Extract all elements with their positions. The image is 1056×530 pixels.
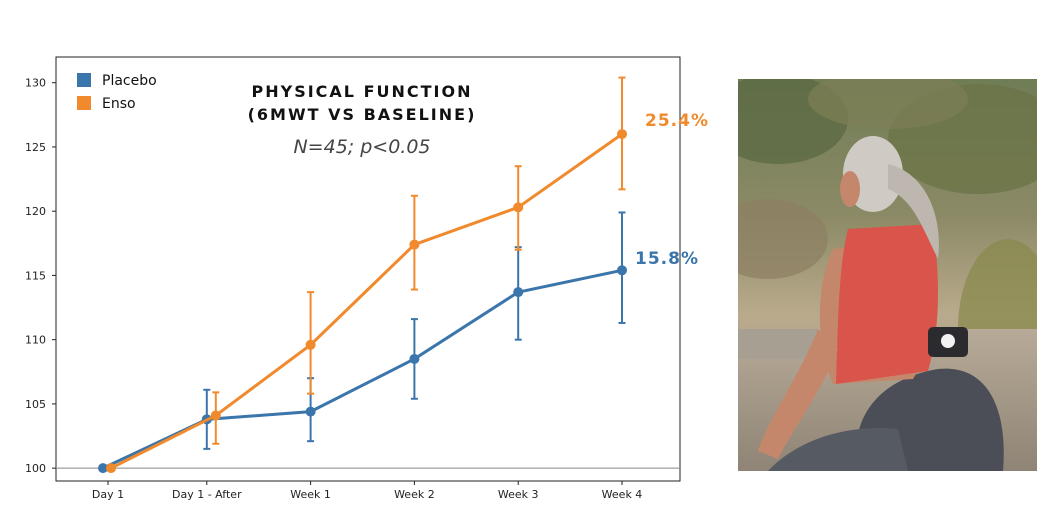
series-line <box>110 132 623 470</box>
y-tick-label: 105 <box>25 398 46 411</box>
data-point <box>513 287 524 298</box>
plot-frame <box>55 56 681 482</box>
series-enso <box>106 76 627 474</box>
legend-swatch-placebo <box>77 73 91 87</box>
legend-label-enso: Enso <box>102 96 136 112</box>
legend-swatch-enso <box>77 96 91 110</box>
photo-woman-sitting-outdoors <box>738 79 1037 471</box>
end-label-placebo: 15.8% <box>635 249 699 269</box>
data-point <box>513 202 524 213</box>
data-point <box>210 410 221 421</box>
y-axis: 100 105 110 115 120 125 130 <box>25 77 56 475</box>
data-point <box>409 353 420 364</box>
chart-title: PHYSICAL FUNCTION <box>252 82 473 101</box>
x-tick-label: Week 1 <box>290 488 331 501</box>
data-point <box>305 406 316 417</box>
data-point <box>409 239 420 250</box>
data-point <box>106 463 116 474</box>
x-tick-label: Week 4 <box>602 488 643 501</box>
x-tick-label: Week 3 <box>498 488 539 501</box>
y-tick-label: 125 <box>25 141 46 154</box>
legend-label-placebo: Placebo <box>102 73 157 89</box>
series-layer <box>98 76 627 474</box>
data-point <box>305 339 316 350</box>
y-tick-label: 110 <box>25 334 46 347</box>
end-label-enso: 25.4% <box>645 111 709 131</box>
data-point <box>617 129 627 140</box>
chart-subtitle: N=45; p<0.05 <box>293 136 430 158</box>
photo-illustration <box>738 79 1037 471</box>
chart-title-line2: (6MWT VS BASELINE) <box>248 105 477 124</box>
series-line <box>102 268 623 470</box>
y-tick-label: 130 <box>25 77 46 90</box>
y-tick-label: 100 <box>25 462 46 475</box>
data-point <box>98 463 108 474</box>
x-axis: Day 1 Day 1 - After Week 1 Week 2 Week 3 Week… <box>92 481 642 501</box>
legend: Placebo Enso <box>77 73 157 112</box>
x-tick-label: Week 2 <box>394 488 435 501</box>
y-tick-label: 120 <box>25 205 46 218</box>
x-tick-label: Day 1 <box>92 488 124 501</box>
data-point <box>617 265 627 276</box>
y-tick-label: 115 <box>25 269 46 282</box>
x-tick-label: Day 1 - After <box>172 488 242 501</box>
